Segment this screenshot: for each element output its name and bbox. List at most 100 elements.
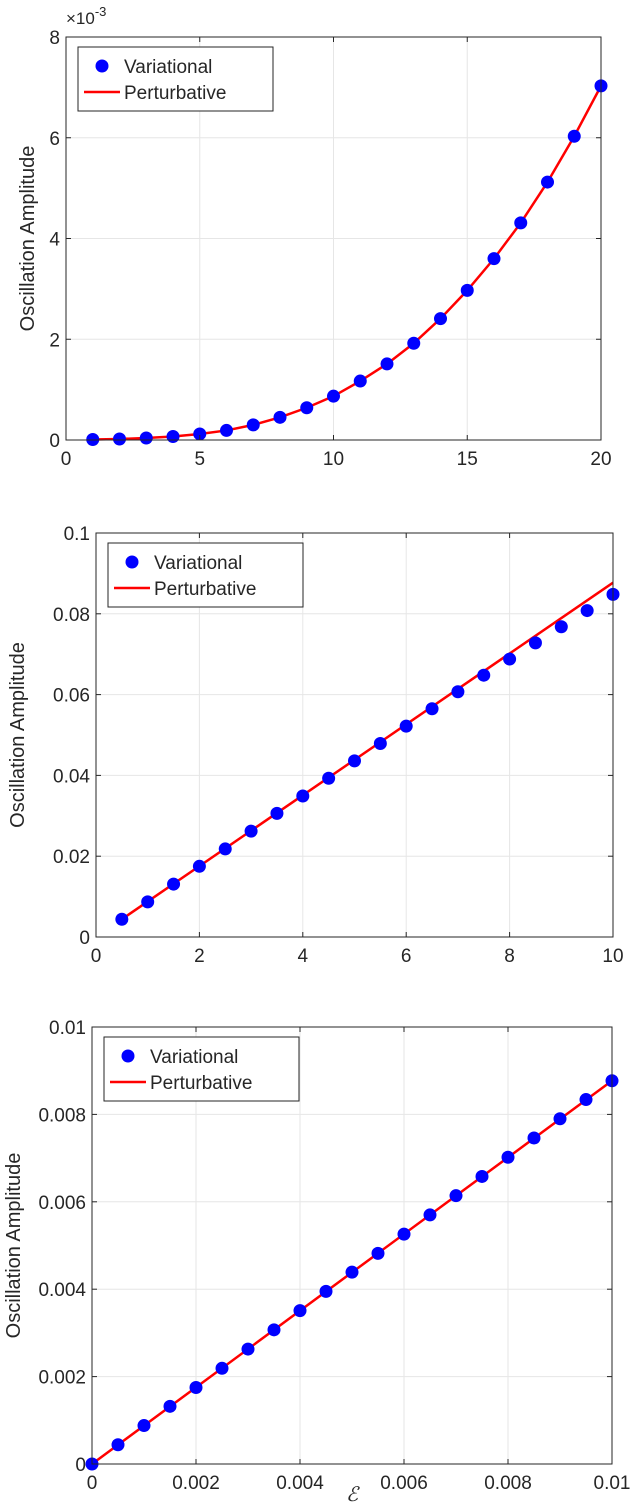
data-point-variational xyxy=(527,1131,541,1145)
data-point-variational xyxy=(541,175,554,189)
y-tick-label: 0 xyxy=(49,431,60,452)
data-point-variational xyxy=(487,252,501,266)
data-point-variational xyxy=(567,129,581,143)
y-tick-label: 2 xyxy=(49,330,60,351)
data-point-variational xyxy=(399,719,413,733)
data-point-variational xyxy=(218,842,232,856)
x-tick-label: 0 xyxy=(87,1473,98,1494)
x-tick-label: 4 xyxy=(298,946,309,967)
y-tick-label: 0.1 xyxy=(64,524,90,545)
data-point-variational xyxy=(270,806,284,820)
y-exponent-power: -3 xyxy=(95,4,107,19)
data-point-variational xyxy=(460,283,474,297)
x-axis-label: ℰ xyxy=(346,1484,360,1504)
x-tick-label: 0.006 xyxy=(380,1473,428,1494)
y-tick-label: 0.02 xyxy=(53,847,90,868)
data-point-variational xyxy=(373,736,387,750)
y-tick-label: 0.006 xyxy=(38,1193,86,1214)
chart-panel-1: 0 5 10 15 20 0 2 4 6 8 ×10-3 Oscillation Amplitude V… xyxy=(17,4,612,470)
data-point-variational xyxy=(451,685,465,699)
data-point-variational xyxy=(407,336,421,350)
x-tick-label: 0 xyxy=(61,449,72,470)
series-markers-variational xyxy=(85,1074,619,1471)
data-point-variational xyxy=(345,1265,359,1279)
data-point-variational xyxy=(113,432,126,446)
legend-marker-variational xyxy=(125,555,139,569)
legend-marker-variational xyxy=(121,1049,135,1063)
x-tick-label: 6 xyxy=(401,946,412,967)
data-point-variational xyxy=(501,1150,515,1164)
data-point-variational xyxy=(137,1419,151,1433)
data-point-variational xyxy=(579,1093,593,1107)
y-tick-label: 0.002 xyxy=(38,1368,86,1389)
legend: Variational Perturbative xyxy=(107,542,304,608)
data-point-variational xyxy=(380,357,394,371)
data-point-variational xyxy=(189,1381,203,1395)
data-point-variational xyxy=(267,1323,281,1337)
y-tick-label: 0.04 xyxy=(53,766,90,787)
y-axis-label: Oscillation Amplitude xyxy=(17,146,39,332)
y-exponent-base: ×10 xyxy=(66,9,95,28)
y-tick-label: 0.08 xyxy=(53,605,90,626)
data-point-variational xyxy=(580,604,594,618)
x-tick-label: 8 xyxy=(504,946,515,967)
data-point-variational xyxy=(296,789,310,803)
data-point-variational xyxy=(141,895,155,909)
legend-label-variational: Variational xyxy=(124,57,212,78)
x-tick-label: 2 xyxy=(194,946,205,967)
axes-box xyxy=(91,1026,613,1465)
data-point-variational xyxy=(115,912,129,926)
chart-panel-2: 0 2 4 6 8 10 0 0.02 0.04 0.06 0.08 0.1 Oscillation A… xyxy=(7,524,624,967)
data-point-variational xyxy=(434,312,447,326)
data-point-variational xyxy=(241,1342,255,1356)
data-point-variational xyxy=(139,431,153,445)
x-tick-label: 0.01 xyxy=(594,1473,631,1494)
x-tick-label: 20 xyxy=(590,449,611,470)
x-tick-label: 10 xyxy=(602,946,623,967)
y-tick-label: 4 xyxy=(49,230,60,251)
y-tick-label: 0 xyxy=(75,1455,86,1476)
data-point-variational xyxy=(244,824,258,838)
data-point-variational xyxy=(397,1227,411,1241)
data-point-variational xyxy=(193,427,207,441)
data-point-variational xyxy=(300,401,314,415)
chart-panel-3: 0 0.002 0.004 0.006 0.008 0.01 0 0.002 0.004 0.00… xyxy=(3,1018,630,1504)
y-tick-label: 0.01 xyxy=(49,1018,86,1039)
x-tick-label: 0.002 xyxy=(172,1473,220,1494)
data-point-variational xyxy=(475,1169,489,1183)
data-point-variational xyxy=(167,877,181,891)
data-point-variational xyxy=(449,1189,463,1203)
y-axis-label: Oscillation Amplitude xyxy=(3,1153,25,1339)
data-point-variational xyxy=(528,636,542,650)
data-point-variational xyxy=(319,1284,333,1298)
legend: Variational Perturbative xyxy=(103,1036,300,1102)
y-exponent-label: ×10-3 xyxy=(66,4,106,28)
data-point-variational xyxy=(192,859,206,873)
x-tick-label: 0 xyxy=(91,946,102,967)
legend-label-variational: Variational xyxy=(154,553,242,574)
legend-label-perturbative: Perturbative xyxy=(154,579,256,600)
data-point-variational xyxy=(220,423,233,437)
x-tick-label: 15 xyxy=(457,449,478,470)
data-point-variational xyxy=(477,668,491,682)
y-tick-label: 8 xyxy=(49,28,60,49)
legend-label-perturbative: Perturbative xyxy=(150,1073,252,1094)
legend-label-variational: Variational xyxy=(150,1047,238,1068)
x-tick-label: 0.004 xyxy=(276,1473,324,1494)
legend-box xyxy=(107,542,304,608)
y-tick-label: 0.06 xyxy=(53,686,90,707)
legend-box xyxy=(103,1036,300,1102)
legend-label-perturbative: Perturbative xyxy=(124,83,226,104)
data-point-variational xyxy=(425,702,439,716)
data-point-variational xyxy=(514,216,528,230)
x-tick-label: 10 xyxy=(323,449,344,470)
y-tick-label: 0 xyxy=(79,928,90,949)
data-point-variational xyxy=(553,1112,567,1126)
data-point-variational xyxy=(423,1208,437,1222)
y-tick-label: 0.008 xyxy=(38,1105,86,1126)
data-point-variational xyxy=(327,389,340,403)
legend-box xyxy=(77,46,274,112)
y-tick-label: 0.004 xyxy=(38,1280,86,1301)
axes-box xyxy=(95,532,614,938)
